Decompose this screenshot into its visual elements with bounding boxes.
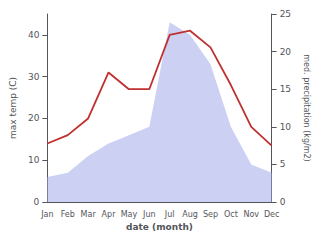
svg-text:Feb: Feb (61, 210, 75, 219)
svg-text:25: 25 (280, 9, 291, 19)
svg-text:Aug: Aug (182, 210, 198, 219)
svg-text:Sep: Sep (203, 210, 218, 219)
svg-text:0: 0 (280, 197, 286, 207)
svg-text:5: 5 (280, 159, 286, 169)
svg-text:date (month): date (month) (126, 222, 193, 232)
svg-text:Apr: Apr (102, 210, 117, 219)
svg-text:Jun: Jun (142, 210, 156, 219)
svg-text:Jul: Jul (164, 210, 175, 219)
svg-text:Nov: Nov (243, 210, 259, 219)
svg-text:max temp (C): max temp (C) (8, 77, 18, 139)
svg-text:15: 15 (280, 84, 291, 94)
svg-text:40: 40 (28, 30, 40, 40)
svg-text:10: 10 (280, 122, 292, 132)
svg-text:20: 20 (28, 113, 40, 123)
svg-text:0: 0 (34, 197, 40, 207)
svg-text:Oct: Oct (224, 210, 238, 219)
svg-text:30: 30 (28, 72, 40, 82)
svg-text:med. precipitation (kg/m2): med. precipitation (kg/m2) (302, 54, 311, 161)
svg-text:Mar: Mar (81, 210, 97, 219)
svg-text:May: May (121, 210, 138, 219)
svg-text:Dec: Dec (264, 210, 279, 219)
svg-text:20: 20 (280, 47, 292, 57)
svg-text:10: 10 (28, 155, 40, 165)
svg-text:Jan: Jan (40, 210, 53, 219)
